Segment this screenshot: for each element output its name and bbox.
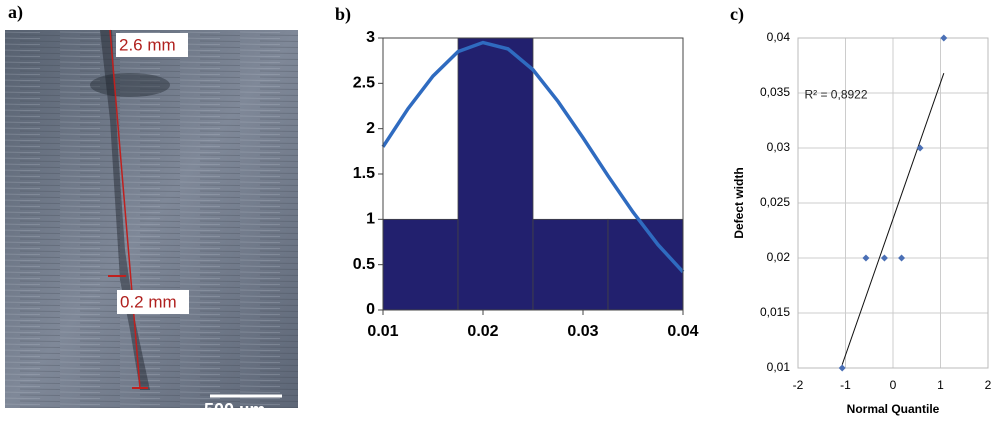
panel-label: b) (335, 4, 351, 25)
bar (532, 218, 609, 311)
y-tick-label: 0,01 (767, 360, 791, 374)
point (880, 254, 888, 262)
label-box (116, 33, 188, 57)
y-tick-label: 2.5 (353, 75, 375, 92)
micrograph-texture (5, 30, 298, 408)
point (898, 254, 906, 262)
x-tick-label: 0.01 (367, 323, 398, 340)
y-tick-label: 0,04 (767, 30, 791, 44)
point (838, 364, 846, 372)
x-axis-label: Normal Quantile (847, 402, 940, 416)
point (940, 34, 948, 42)
x-tick-label: -2 (793, 378, 804, 392)
scale-label: 500 µm (232, 416, 266, 427)
x-tick-label: 0 (890, 378, 897, 392)
x-tick-label: 1 (937, 378, 944, 392)
defect-trace (100, 30, 150, 390)
y-tick-label: 0,02 (767, 250, 791, 264)
y-tick-label: 0 (366, 301, 375, 318)
x-tick-label: -1 (840, 378, 851, 392)
measure-label: 2.6 mm (119, 35, 176, 54)
y-tick-label: 1 (366, 211, 375, 228)
defect-spot (90, 73, 170, 97)
x-tick-label: 0.03 (567, 323, 598, 340)
y-tick-label: 0,015 (760, 305, 790, 319)
label-box (117, 290, 189, 314)
bar (382, 218, 459, 311)
x-tick-label: 2 (985, 378, 992, 392)
point (862, 254, 870, 262)
annotation: R² = 0,8922 (804, 87, 867, 101)
panel-label: c) (730, 4, 744, 25)
trendline (841, 73, 945, 365)
scale-label: 500 µm (204, 400, 265, 420)
point (916, 144, 924, 152)
y-tick-label: 0,03 (767, 140, 791, 154)
y-tick-label: 3 (366, 29, 375, 46)
y-axis-label: Defect width (732, 167, 746, 238)
micrograph-panel: a) 2.6 mm 0.2 mm 500 µm 500 µm (5, 2, 298, 427)
y-tick-label: 0.5 (353, 256, 375, 273)
plot-frame (797, 37, 989, 369)
x-tick-label: 0.04 (667, 323, 698, 340)
plot-frame (382, 37, 684, 311)
x-tick-label: 0.02 (467, 323, 498, 340)
fit-curve (381, 40, 685, 274)
measure-line (109, 29, 141, 389)
measure-label: 0.2 mm (120, 292, 177, 311)
bar (607, 218, 684, 311)
y-tick-label: 2 (366, 120, 375, 137)
y-tick-label: 0,025 (760, 195, 790, 209)
bar (457, 37, 534, 311)
panel-label: a) (8, 2, 23, 23)
y-tick-label: 0,035 (760, 85, 790, 99)
y-tick-label: 1.5 (353, 165, 375, 182)
